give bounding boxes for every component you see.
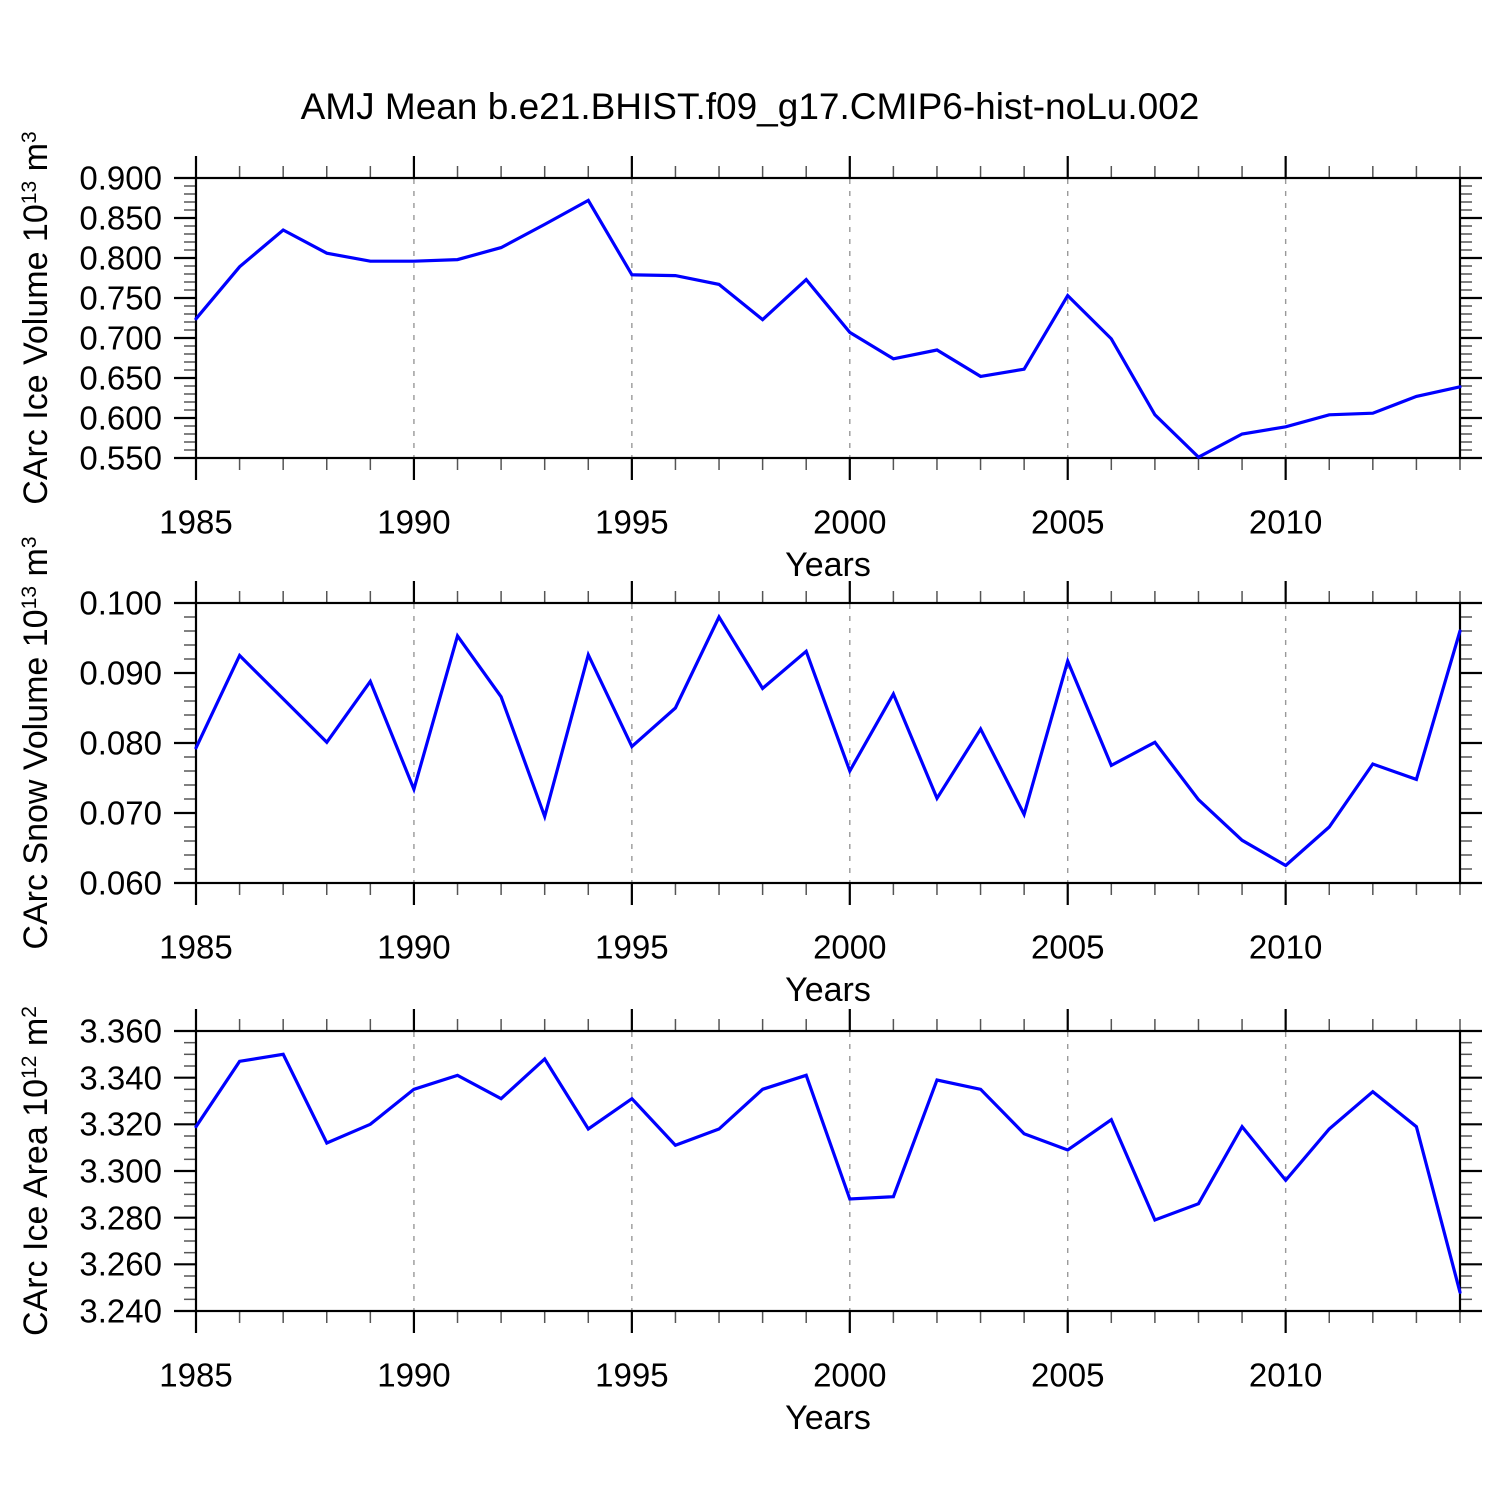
x-axis-title-chart-1: Years — [785, 546, 871, 584]
superscript: 13 — [18, 180, 42, 205]
y-axis-title-text: m — [17, 548, 55, 586]
x-axis-title-chart-3: Years — [785, 1399, 871, 1437]
y-tick-label: 0.850 — [79, 199, 162, 237]
x-tick-label: 1995 — [595, 503, 669, 541]
data-line-carc-snow-volume — [194, 613, 1462, 868]
y-tick-label: 3.300 — [79, 1152, 162, 1190]
x-tick-label: 2005 — [1031, 503, 1105, 541]
x-tick-label: 2000 — [813, 1356, 887, 1394]
y-tick-label: 0.550 — [79, 439, 162, 477]
y-tick-label: 3.260 — [79, 1245, 162, 1283]
x-tick-label: 1990 — [377, 503, 451, 541]
y-tick-label: 3.240 — [79, 1292, 162, 1330]
y-axis-title-text: CArc Ice Area 10 — [17, 1078, 55, 1336]
y-tick-label: 0.900 — [79, 159, 162, 197]
y-axis-title-text: CArc Ice Volume 10 — [17, 204, 55, 505]
y-tick-label: 3.280 — [79, 1199, 162, 1237]
x-tick-label: 1990 — [377, 928, 451, 966]
y-tick-label: 0.750 — [79, 279, 162, 317]
y-tick-label: 3.320 — [79, 1105, 162, 1143]
superscript: 2 — [18, 1006, 42, 1018]
superscript: 3 — [18, 131, 42, 144]
figure-title: AMJ Mean b.e21.BHIST.f09_g17.CMIP6-hist-… — [300, 86, 1200, 127]
y-tick-label: 0.100 — [79, 584, 162, 622]
y-axis-title-chart-3: CArc Ice Area 1012 m2 — [17, 1006, 55, 1336]
superscript: 3 — [18, 536, 42, 549]
x-tick-label: 1985 — [159, 1356, 233, 1394]
x-tick-label: 1985 — [159, 928, 233, 966]
x-tick-label: 2005 — [1031, 928, 1105, 966]
x-tick-label: 2000 — [813, 503, 887, 541]
y-tick-label: 0.090 — [79, 654, 162, 692]
x-tick-label: 1995 — [595, 928, 669, 966]
x-axis-title-chart-2: Years — [785, 971, 871, 1009]
x-tick-label: 2010 — [1248, 928, 1323, 966]
y-axis-title-chart-2: CArc Snow Volume 1013 m3 — [17, 536, 55, 950]
x-tick-label: 1995 — [595, 1356, 669, 1394]
y-tick-label: 0.700 — [79, 319, 162, 357]
x-tick-label: 1990 — [377, 1356, 451, 1394]
x-tick-label: 2005 — [1031, 1356, 1105, 1394]
y-axis-title-chart-1: CArc Ice Volume 1013 m3 — [17, 131, 55, 505]
superscript: 12 — [18, 1055, 42, 1079]
data-line-carc-ice-area — [194, 1052, 1462, 1294]
y-tick-label: 0.800 — [79, 239, 162, 277]
y-tick-label: 0.650 — [79, 359, 162, 397]
y-tick-label: 0.600 — [79, 399, 162, 437]
x-tick-label: 1985 — [159, 503, 233, 541]
y-tick-label: 3.360 — [79, 1012, 162, 1050]
y-tick-label: 3.340 — [79, 1059, 162, 1097]
x-tick-label: 2000 — [813, 928, 887, 966]
y-tick-label: 0.080 — [79, 724, 162, 762]
y-axis-title-text: CArc Snow Volume 10 — [17, 609, 55, 950]
data-line-carc-ice-volume — [194, 198, 1462, 460]
x-tick-label: 2010 — [1248, 1356, 1323, 1394]
y-tick-label: 0.070 — [79, 794, 162, 832]
plot-box-chart-3 — [194, 1029, 1462, 1313]
plot-box-chart-2 — [194, 601, 1462, 885]
x-tick-label: 2010 — [1248, 503, 1323, 541]
y-axis-title-text: m — [17, 143, 55, 181]
plot-box-chart-1 — [194, 176, 1462, 460]
superscript: 13 — [18, 585, 42, 610]
y-tick-label: 0.060 — [79, 864, 162, 902]
y-axis-title-text: m — [17, 1017, 55, 1056]
